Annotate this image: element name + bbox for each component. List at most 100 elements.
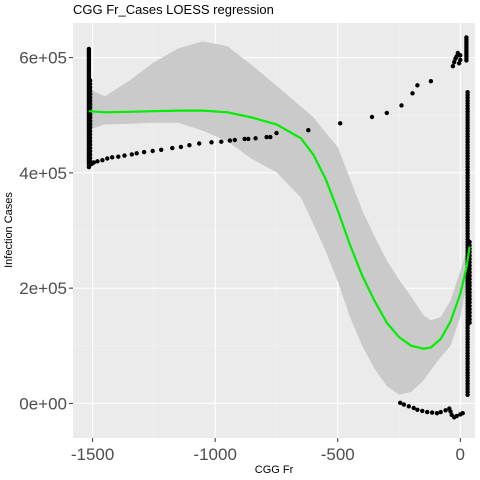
data-point <box>129 152 134 157</box>
data-point <box>86 46 92 52</box>
data-point <box>100 158 105 163</box>
data-point <box>467 320 472 325</box>
data-point <box>88 159 93 164</box>
data-point <box>95 159 100 164</box>
data-point <box>467 270 472 275</box>
data-point <box>467 243 472 248</box>
data-point <box>401 402 407 407</box>
data-point <box>467 239 472 245</box>
data-point <box>467 266 472 272</box>
data-point <box>467 286 472 292</box>
data-point <box>467 297 472 302</box>
data-point <box>460 411 465 416</box>
data-point <box>434 411 440 416</box>
data-point <box>88 128 93 134</box>
data-point <box>428 79 434 84</box>
data-point <box>122 153 127 158</box>
x-tick-label: -1000 <box>193 445 236 464</box>
data-point <box>141 149 147 155</box>
chart-title: CGG Fr_Cases LOESS regression <box>73 2 274 17</box>
data-point <box>450 63 456 69</box>
data-point <box>187 143 192 148</box>
data-point <box>415 407 420 412</box>
data-point <box>88 102 93 107</box>
data-point <box>88 139 93 144</box>
data-point <box>91 160 97 165</box>
data-point <box>88 81 93 87</box>
data-point <box>338 121 343 126</box>
data-point <box>415 83 420 88</box>
loess-line <box>88 109 471 350</box>
confidence-band <box>88 41 470 395</box>
data-point <box>88 112 93 117</box>
data-point <box>467 293 472 298</box>
data-point <box>274 130 279 136</box>
data-point <box>219 139 224 144</box>
data-point <box>88 155 93 161</box>
data-point <box>88 98 93 104</box>
data-point <box>268 134 273 140</box>
data-point <box>410 91 415 96</box>
data-point <box>88 88 93 93</box>
data-point <box>411 405 416 411</box>
data-point <box>88 118 93 124</box>
data-point <box>88 78 93 83</box>
data-point <box>399 103 404 108</box>
data-point <box>406 404 411 409</box>
data-point <box>467 273 472 278</box>
y-tick-label: 2e+05 <box>19 279 67 298</box>
y-axis: 0e+00 2e+05 4e+05 6e+05 <box>19 49 73 413</box>
data-point <box>105 156 110 161</box>
data-point <box>134 151 139 156</box>
data-point <box>398 400 403 405</box>
data-point <box>116 154 121 159</box>
x-axis-title: CGG Fr <box>255 464 294 476</box>
data-point <box>88 122 93 127</box>
data-point <box>150 148 155 154</box>
data-point <box>88 132 93 137</box>
data-point <box>253 136 258 141</box>
data-point <box>465 90 470 95</box>
data-point <box>246 136 251 142</box>
data-point <box>384 110 389 116</box>
y-tick-label: 4e+05 <box>19 164 67 183</box>
data-points <box>86 35 472 420</box>
data-point <box>88 152 93 157</box>
data-point <box>429 410 435 415</box>
data-point <box>209 140 214 145</box>
y-axis-title: Infection Cases <box>3 192 15 268</box>
data-point <box>458 57 463 63</box>
data-point <box>467 290 472 295</box>
data-point <box>454 54 459 59</box>
data-point <box>159 147 164 152</box>
data-point <box>467 300 472 305</box>
data-point <box>88 91 93 97</box>
data-point <box>438 409 443 415</box>
data-point <box>88 85 93 90</box>
x-tick-label: -500 <box>321 445 355 464</box>
data-point <box>467 280 472 285</box>
data-point <box>306 128 311 133</box>
data-point <box>110 155 115 160</box>
data-point <box>467 303 472 309</box>
data-point <box>88 149 93 154</box>
data-point <box>467 313 472 319</box>
data-point <box>420 408 425 414</box>
y-tick-label: 6e+05 <box>19 49 67 68</box>
data-point <box>467 276 472 282</box>
data-point <box>467 263 472 268</box>
data-point <box>242 136 247 142</box>
data-point <box>88 95 93 100</box>
data-point <box>88 105 93 110</box>
data-point <box>448 409 453 414</box>
x-tick-label: 0 <box>456 445 465 464</box>
data-point <box>467 310 472 315</box>
data-point <box>456 61 462 66</box>
data-point <box>88 135 93 140</box>
data-point <box>232 137 237 143</box>
data-point <box>369 114 375 120</box>
x-axis: -1500 -1000 -500 0 <box>71 438 465 464</box>
data-point <box>170 145 175 151</box>
data-point <box>458 53 463 58</box>
